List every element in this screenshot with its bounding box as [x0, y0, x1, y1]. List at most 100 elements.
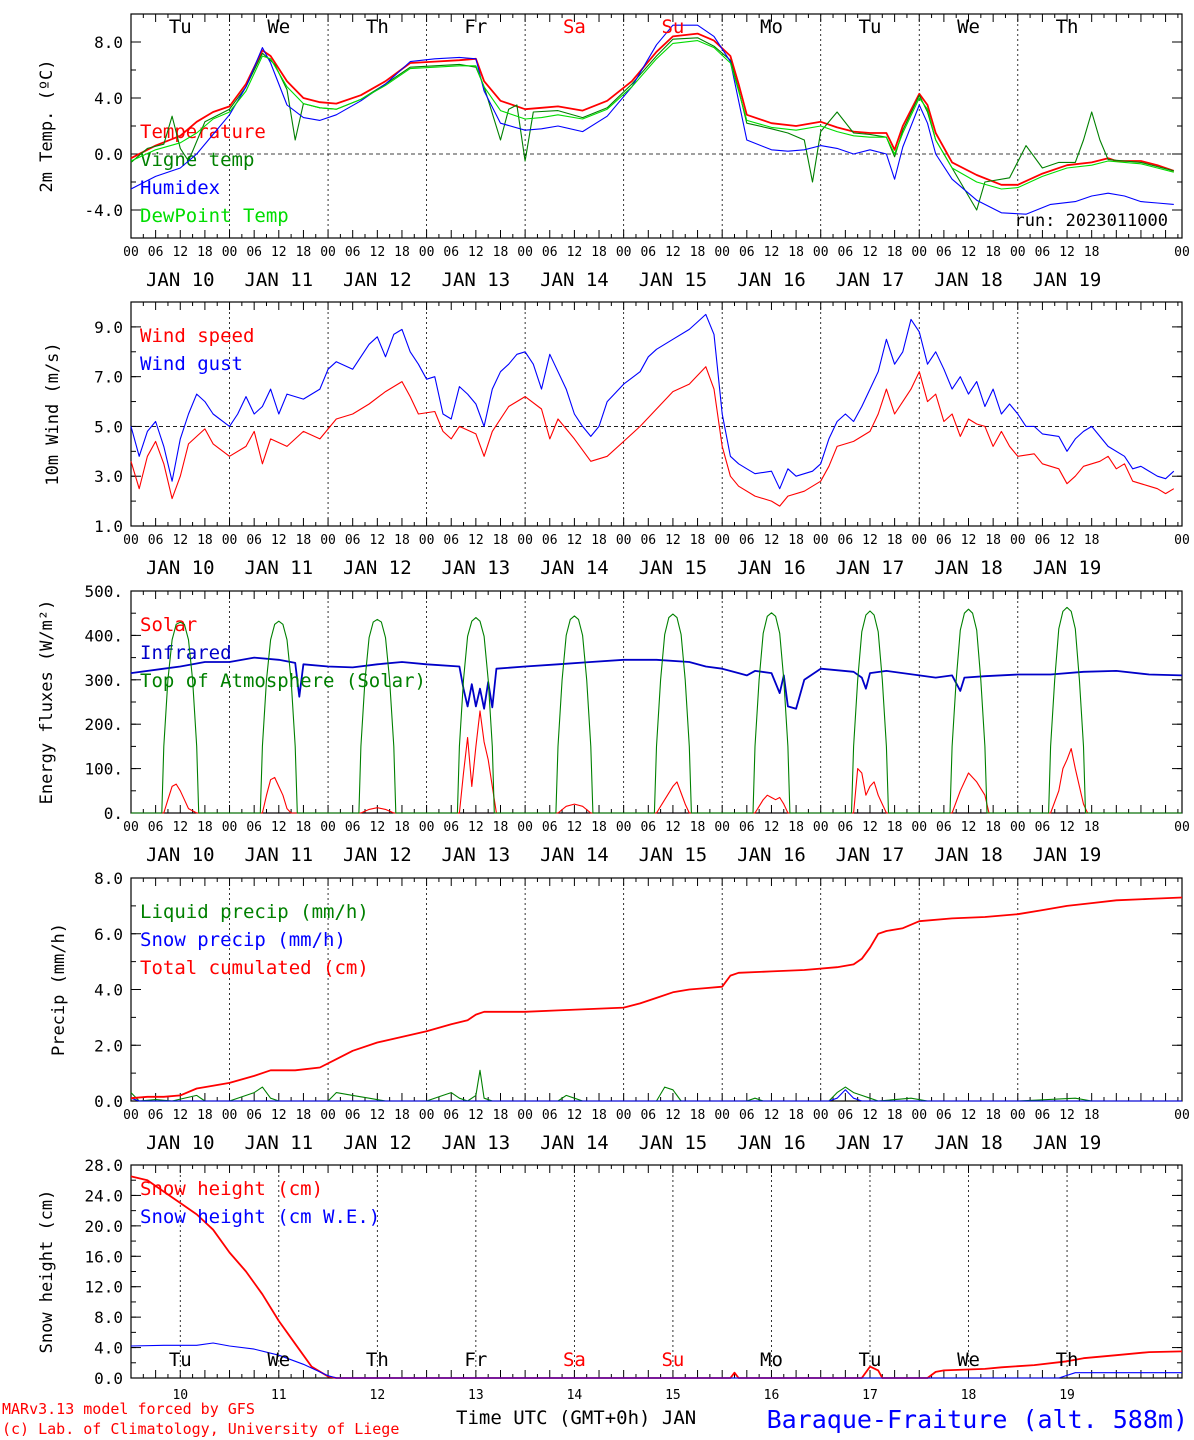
hour-label: 00: [1174, 245, 1190, 260]
date-label: JAN 18: [934, 269, 1003, 291]
hour-label: 12: [862, 245, 878, 260]
series-line-temperature: [130, 32, 1175, 186]
hour-label: 18: [1084, 1108, 1100, 1123]
hour-label: 12: [468, 533, 484, 548]
hour-label: 18: [788, 533, 804, 548]
y-axis-label: Energy fluxes (W/m²): [37, 600, 57, 805]
date-label: JAN 17: [836, 269, 905, 291]
y-tick-label: 28.0: [84, 1156, 123, 1175]
y-tick-label: 8.0: [94, 1308, 123, 1327]
day-number-label: 15: [665, 1388, 681, 1403]
hour-label: 06: [640, 820, 656, 835]
hour-label: 12: [567, 533, 583, 548]
day-number-label: 10: [172, 1388, 188, 1403]
hour-label: 06: [148, 245, 164, 260]
hour-label: 00: [1174, 1108, 1190, 1123]
hour-label: 12: [172, 1108, 188, 1123]
hour-label: 00: [714, 245, 730, 260]
hour-label: 00: [813, 1108, 829, 1123]
y-tick-label: 500.: [84, 582, 123, 601]
hour-label: 18: [493, 245, 509, 260]
weekday-label: Fr: [464, 16, 487, 38]
date-label: JAN 16: [737, 269, 806, 291]
hour-label: 06: [739, 820, 755, 835]
hour-label: 18: [1084, 533, 1100, 548]
weekday-label: Tu: [859, 1349, 882, 1371]
date-label: JAN 10: [146, 557, 215, 579]
hour-label: 00: [911, 533, 927, 548]
hour-label: 12: [271, 533, 287, 548]
y-tick-label: 12.0: [84, 1278, 123, 1297]
hour-label: 06: [542, 533, 558, 548]
hour-label: 18: [493, 1108, 509, 1123]
hour-label: 06: [838, 533, 854, 548]
series-line-solar: [131, 710, 1182, 814]
hour-label: 12: [468, 820, 484, 835]
date-label: JAN 16: [737, 557, 806, 579]
y-tick-label: 20.0: [84, 1217, 123, 1236]
hour-label: 12: [172, 820, 188, 835]
hour-label: 00: [123, 1108, 139, 1123]
hour-label: 06: [345, 1108, 361, 1123]
date-label: JAN 11: [244, 557, 313, 579]
series-line-vigne-temp: [130, 37, 1174, 211]
hour-label: 00: [123, 533, 139, 548]
weekday-label: Su: [661, 1349, 684, 1371]
hour-label: 18: [887, 1108, 903, 1123]
hour-label: 00: [1010, 533, 1026, 548]
hour-label: 00: [1174, 533, 1190, 548]
date-label: JAN 12: [343, 1132, 412, 1154]
hour-label: 18: [197, 245, 213, 260]
day-number-label: 17: [862, 1388, 878, 1403]
y-axis-label: Snow height (cm): [37, 1190, 57, 1354]
panels: -4.0 0.0 4.0 8.0 2m Temp. (ºC) Temperature Vig…: [37, 13, 1190, 1403]
legend-entry: Liquid precip (mm/h): [140, 901, 369, 923]
hour-label: 00: [1010, 1108, 1026, 1123]
date-label: JAN 12: [343, 557, 412, 579]
hour-label: 00: [419, 245, 435, 260]
hour-label: 18: [591, 820, 607, 835]
hour-label: 18: [1084, 820, 1100, 835]
hour-label: 00: [517, 245, 533, 260]
date-label: JAN 19: [1033, 269, 1102, 291]
hour-label: 18: [690, 245, 706, 260]
hour-label: 18: [394, 820, 410, 835]
date-label: JAN 10: [146, 269, 215, 291]
date-label: JAN 14: [540, 557, 609, 579]
plot-frame: [130, 590, 1183, 814]
y-tick-label: 7.0: [94, 368, 123, 387]
y-tick-label: 0.0: [94, 1369, 123, 1388]
series-line-liquid-precip-mm-h: [130, 1069, 1182, 1102]
hour-label: 00: [911, 820, 927, 835]
hour-label: 12: [665, 820, 681, 835]
hour-label: 00: [320, 1108, 336, 1123]
weekday-label: We: [957, 1349, 980, 1371]
hour-label: 00: [714, 820, 730, 835]
hour-label: 12: [271, 1108, 287, 1123]
date-label: JAN 17: [836, 1132, 905, 1154]
hour-label: 18: [394, 533, 410, 548]
hour-label: 06: [345, 820, 361, 835]
y-tick-label: 6.0: [94, 925, 123, 944]
date-label: JAN 13: [442, 269, 511, 291]
y-tick-label: 4.0: [94, 1339, 123, 1358]
date-label: JAN 16: [737, 1132, 806, 1154]
series-line-snow-height-cm-w-e: [130, 1342, 1182, 1379]
hour-label: 06: [148, 533, 164, 548]
hour-label: 18: [591, 1108, 607, 1123]
day-number-label: 16: [764, 1388, 780, 1403]
hour-label: 06: [936, 1108, 952, 1123]
legend-entry: Wind speed: [140, 325, 254, 347]
hour-label: 12: [862, 533, 878, 548]
date-label: JAN 18: [934, 844, 1003, 866]
hour-label: 12: [567, 1108, 583, 1123]
hour-label: 18: [985, 1108, 1001, 1123]
hour-label: 06: [1035, 820, 1051, 835]
y-tick-label: 8.0: [94, 869, 123, 888]
hour-label: 12: [961, 820, 977, 835]
y-tick-label: 0.0: [94, 1092, 123, 1111]
hour-label: 18: [197, 533, 213, 548]
hour-label: 12: [468, 1108, 484, 1123]
hour-label: 12: [764, 1108, 780, 1123]
y-axis-label: 2m Temp. (ºC): [37, 59, 57, 192]
